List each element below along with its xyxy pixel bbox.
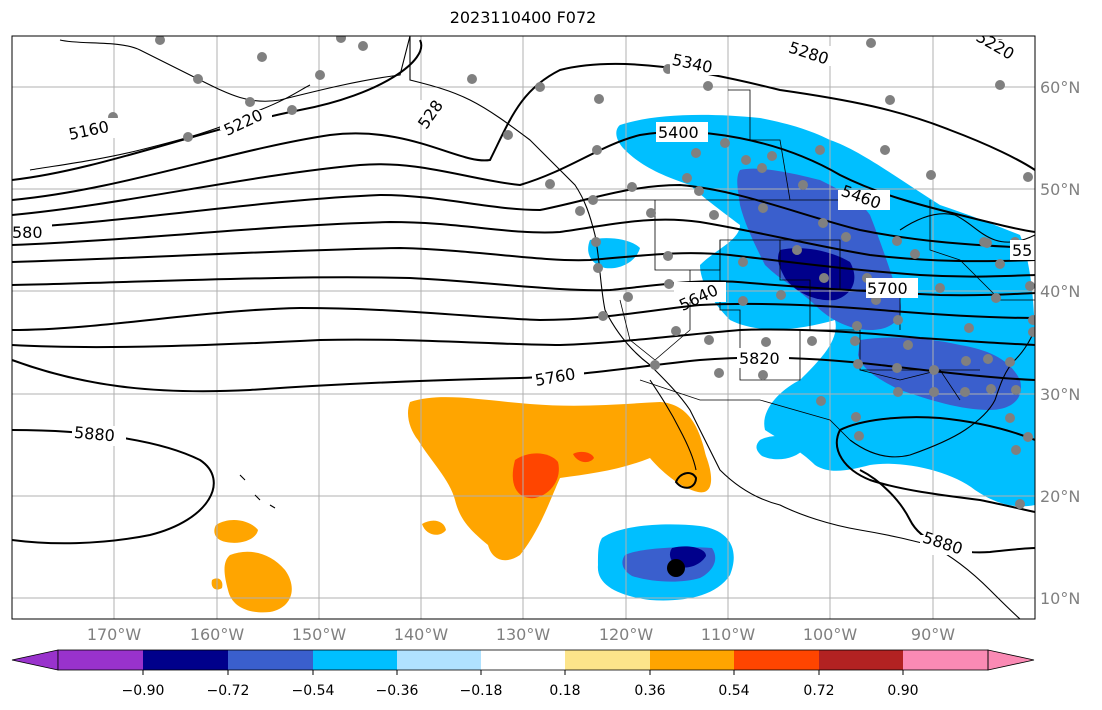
- colorbar-swatch: [565, 650, 650, 670]
- svg-text:5820: 5820: [739, 349, 780, 368]
- svg-text:90°W: 90°W: [911, 625, 955, 644]
- svg-text:160°W: 160°W: [190, 625, 245, 644]
- svg-text:50°N: 50°N: [1040, 180, 1080, 199]
- station-markers: [108, 36, 1035, 509]
- map-title: 2023110400 F072: [449, 8, 597, 27]
- svg-text:140°W: 140°W: [394, 625, 449, 644]
- svg-text:110°W: 110°W: [701, 625, 756, 644]
- colorbar-frame: [57, 649, 989, 671]
- colorbar-swatch: [734, 650, 819, 670]
- colorbar-label: 0.18: [549, 683, 580, 699]
- colorbar-label: −0.36: [376, 683, 419, 699]
- colorbar-label: −0.18: [460, 683, 503, 699]
- svg-text:60°N: 60°N: [1040, 78, 1080, 97]
- colorbar-swatch: [819, 650, 903, 670]
- colorbar-label: 0.90: [887, 683, 918, 699]
- svg-text:30°N: 30°N: [1040, 385, 1080, 404]
- positive-anomaly-hawaii: [211, 519, 292, 613]
- colorbar-label: −0.72: [207, 683, 250, 699]
- storm-center-marker: [667, 559, 685, 577]
- colorbar-max-extension: [987, 649, 1035, 671]
- latitude-labels: 60°N 50°N 40°N 30°N 20°N 10°N: [1040, 78, 1080, 608]
- colorbar-swatch: [143, 650, 228, 670]
- negative-anomaly-tropical: [597, 524, 734, 601]
- svg-text:150°W: 150°W: [292, 625, 347, 644]
- height-contours: [12, 39, 1035, 554]
- svg-text:120°W: 120°W: [599, 625, 654, 644]
- svg-text:55: 55: [1012, 241, 1032, 260]
- colorbar-swatch: [313, 650, 397, 670]
- positive-anomaly-pacific: [407, 397, 712, 561]
- colorbar-swatch: [481, 650, 565, 670]
- colorbar-swatch: [903, 650, 988, 670]
- colorbar-label: 0.54: [718, 683, 749, 699]
- map-frame: [11, 35, 1036, 620]
- contour-labels: 5160 5220 528 5340 5280 5220 5400 5460 5…: [12, 36, 1035, 558]
- svg-text:580: 580: [12, 223, 43, 242]
- lat-lon-grid: [12, 36, 1035, 619]
- svg-text:130°W: 130°W: [496, 625, 551, 644]
- colorbar-swatch: [58, 650, 143, 670]
- svg-text:5880: 5880: [73, 423, 115, 445]
- svg-text:5700: 5700: [867, 279, 908, 298]
- svg-text:170°W: 170°W: [87, 625, 142, 644]
- colorbar-label: −0.54: [292, 683, 335, 699]
- colorbar-label: −0.90: [122, 683, 165, 699]
- svg-text:100°W: 100°W: [803, 625, 858, 644]
- map-plot-area: 5160 5220 528 5340 5280 5220 5400 5460 5…: [12, 36, 1035, 619]
- colorbar-min-extension: [11, 649, 59, 671]
- svg-text:20°N: 20°N: [1040, 487, 1080, 506]
- colorbar-swatch: [650, 650, 734, 670]
- svg-text:40°N: 40°N: [1040, 282, 1080, 301]
- colorbar-label: 0.36: [634, 683, 665, 699]
- colorbar-label: 0.72: [803, 683, 834, 699]
- colorbar-swatch: [228, 650, 313, 670]
- colorbar-swatch: [397, 650, 481, 670]
- svg-text:5400: 5400: [658, 123, 699, 142]
- svg-text:10°N: 10°N: [1040, 589, 1080, 608]
- colorbar: −0.90 −0.72 −0.54 −0.36 −0.18 0.18 0.36 …: [11, 649, 1035, 699]
- longitude-labels: 170°W 160°W 150°W 140°W 130°W 120°W 110°…: [87, 625, 955, 644]
